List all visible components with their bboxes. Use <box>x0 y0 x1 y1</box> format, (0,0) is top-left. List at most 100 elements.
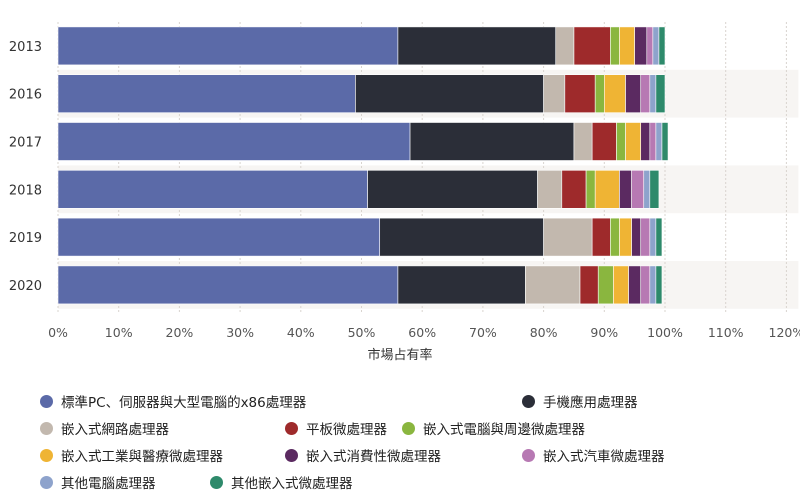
x-tick-label: 90% <box>590 325 618 340</box>
bar-segment <box>625 74 642 113</box>
category-label: 2019 <box>9 231 42 246</box>
bar-segment <box>640 74 651 113</box>
legend-label: 手機應用處理器 <box>543 395 638 411</box>
bar-segment <box>640 217 651 257</box>
legend-label: 嵌入式電腦與周邊微處理器 <box>423 422 585 438</box>
bar-segment <box>628 265 642 305</box>
x-tick-label: 30% <box>226 325 254 340</box>
bar-segment <box>573 122 593 161</box>
bar-segment <box>367 170 538 209</box>
bar-segment <box>616 122 626 161</box>
bar-segment <box>631 170 645 209</box>
bar-segment <box>655 122 663 161</box>
x-tick-label: 60% <box>408 325 436 340</box>
bar-segment <box>591 122 617 161</box>
bar-segment <box>640 122 651 161</box>
bar-segment <box>649 74 657 113</box>
bar-segment <box>649 217 657 257</box>
legend-swatch <box>210 475 223 489</box>
bar-segment <box>397 26 557 66</box>
bar-segment <box>561 170 587 209</box>
bar-segment <box>573 26 611 66</box>
legend-item: 嵌入式消費性微處理器 <box>285 444 441 466</box>
category-label: 2016 <box>9 88 42 103</box>
legend-item: 嵌入式汽車微處理器 <box>522 444 665 466</box>
legend: 標準PC、伺服器與大型電腦的x86處理器 手機應用處理器嵌入式網路處理器 平板微處理… <box>40 384 800 496</box>
bar-segment <box>555 26 575 66</box>
bar-segment <box>646 26 654 66</box>
bar-segment <box>355 74 544 113</box>
x-tick-labels: 0% 10% 20% 30% 40% 50% 60% 70% 80% 90% 100% 110% 120… <box>48 325 800 340</box>
bar-segment <box>57 74 356 113</box>
legend-label: 嵌入式網路處理器 <box>61 422 169 438</box>
legend-swatch <box>40 448 53 462</box>
gridlines <box>57 22 787 314</box>
legend-item: 嵌入式網路處理器 <box>40 417 169 439</box>
legend-label: 嵌入式消費性微處理器 <box>306 449 441 465</box>
bar-segment <box>57 265 399 305</box>
bar-segment <box>613 265 629 305</box>
legend-swatch <box>522 448 535 462</box>
legend-swatch <box>285 448 298 462</box>
bar-segment <box>564 74 596 113</box>
bar-segment <box>643 170 651 209</box>
x-tick-label: 10% <box>105 325 133 340</box>
bar-segment <box>597 265 614 305</box>
bar-segment <box>594 170 620 209</box>
bar-segment <box>57 26 399 66</box>
bar-segment <box>525 265 581 305</box>
legend-label: 標準PC、伺服器與大型電腦的x86處理器 <box>61 395 307 411</box>
stacked-bar-chart: 2013 2016 2017 2018 2019 2020 0% 10% 20% 30% 40% 5… <box>9 22 800 363</box>
bar-segment <box>591 217 611 257</box>
legend-label: 嵌入式汽車微處理器 <box>543 449 665 465</box>
bar-segment <box>631 217 642 257</box>
bar-segment <box>379 217 544 257</box>
x-tick-label: 20% <box>166 325 194 340</box>
bar-segment <box>610 217 620 257</box>
legend-swatch <box>40 421 53 435</box>
bar-segment <box>594 74 605 113</box>
bar-segment <box>619 217 632 257</box>
x-tick-label: 100% <box>647 325 683 340</box>
legend-item: 其他電腦處理器 <box>40 471 156 493</box>
bar-segment <box>661 122 669 161</box>
legend-item: 其他嵌入式微處理器 <box>210 471 353 493</box>
bars <box>57 26 669 305</box>
bar-segment <box>543 217 593 257</box>
bar-segment <box>634 26 648 66</box>
x-tick-label: 0% <box>48 325 68 340</box>
category-label: 2018 <box>9 183 42 198</box>
bar-segment <box>57 122 411 161</box>
legend-item: 嵌入式電腦與周邊微處理器 <box>402 417 585 439</box>
x-tick-label: 120% <box>769 325 800 340</box>
bar-segment <box>655 265 663 305</box>
legend-label: 其他嵌入式微處理器 <box>231 476 353 492</box>
category-label: 2017 <box>9 136 42 151</box>
bar-segment <box>649 265 657 305</box>
x-tick-label: 70% <box>469 325 497 340</box>
legend-label: 平板微處理器 <box>306 422 387 438</box>
category-labels: 2013 2016 2017 2018 2019 2020 <box>9 40 42 294</box>
legend-label: 嵌入式工業與醫療微處理器 <box>61 449 223 465</box>
legend-swatch <box>40 394 53 408</box>
category-label: 2013 <box>9 40 42 55</box>
category-label: 2020 <box>9 279 42 294</box>
bar-segment <box>649 170 660 209</box>
bar-segment <box>543 74 566 113</box>
x-tick-label: 50% <box>348 325 376 340</box>
legend-item: 手機應用處理器 <box>522 390 638 412</box>
bar-segment <box>619 26 635 66</box>
bar-segment <box>652 26 660 66</box>
bar-segment <box>658 26 666 66</box>
legend-item: 平板微處理器 <box>285 417 387 439</box>
bar-segment <box>57 217 381 257</box>
legend-swatch <box>522 394 535 408</box>
bar-segment <box>57 170 368 209</box>
legend-item: 嵌入式工業與醫療微處理器 <box>40 444 223 466</box>
legend-swatch <box>40 475 53 489</box>
bar-segment <box>655 74 666 113</box>
bar-segment <box>579 265 599 305</box>
legend-swatch <box>402 421 415 435</box>
bar-segment <box>640 265 651 305</box>
legend-swatch <box>285 421 298 435</box>
